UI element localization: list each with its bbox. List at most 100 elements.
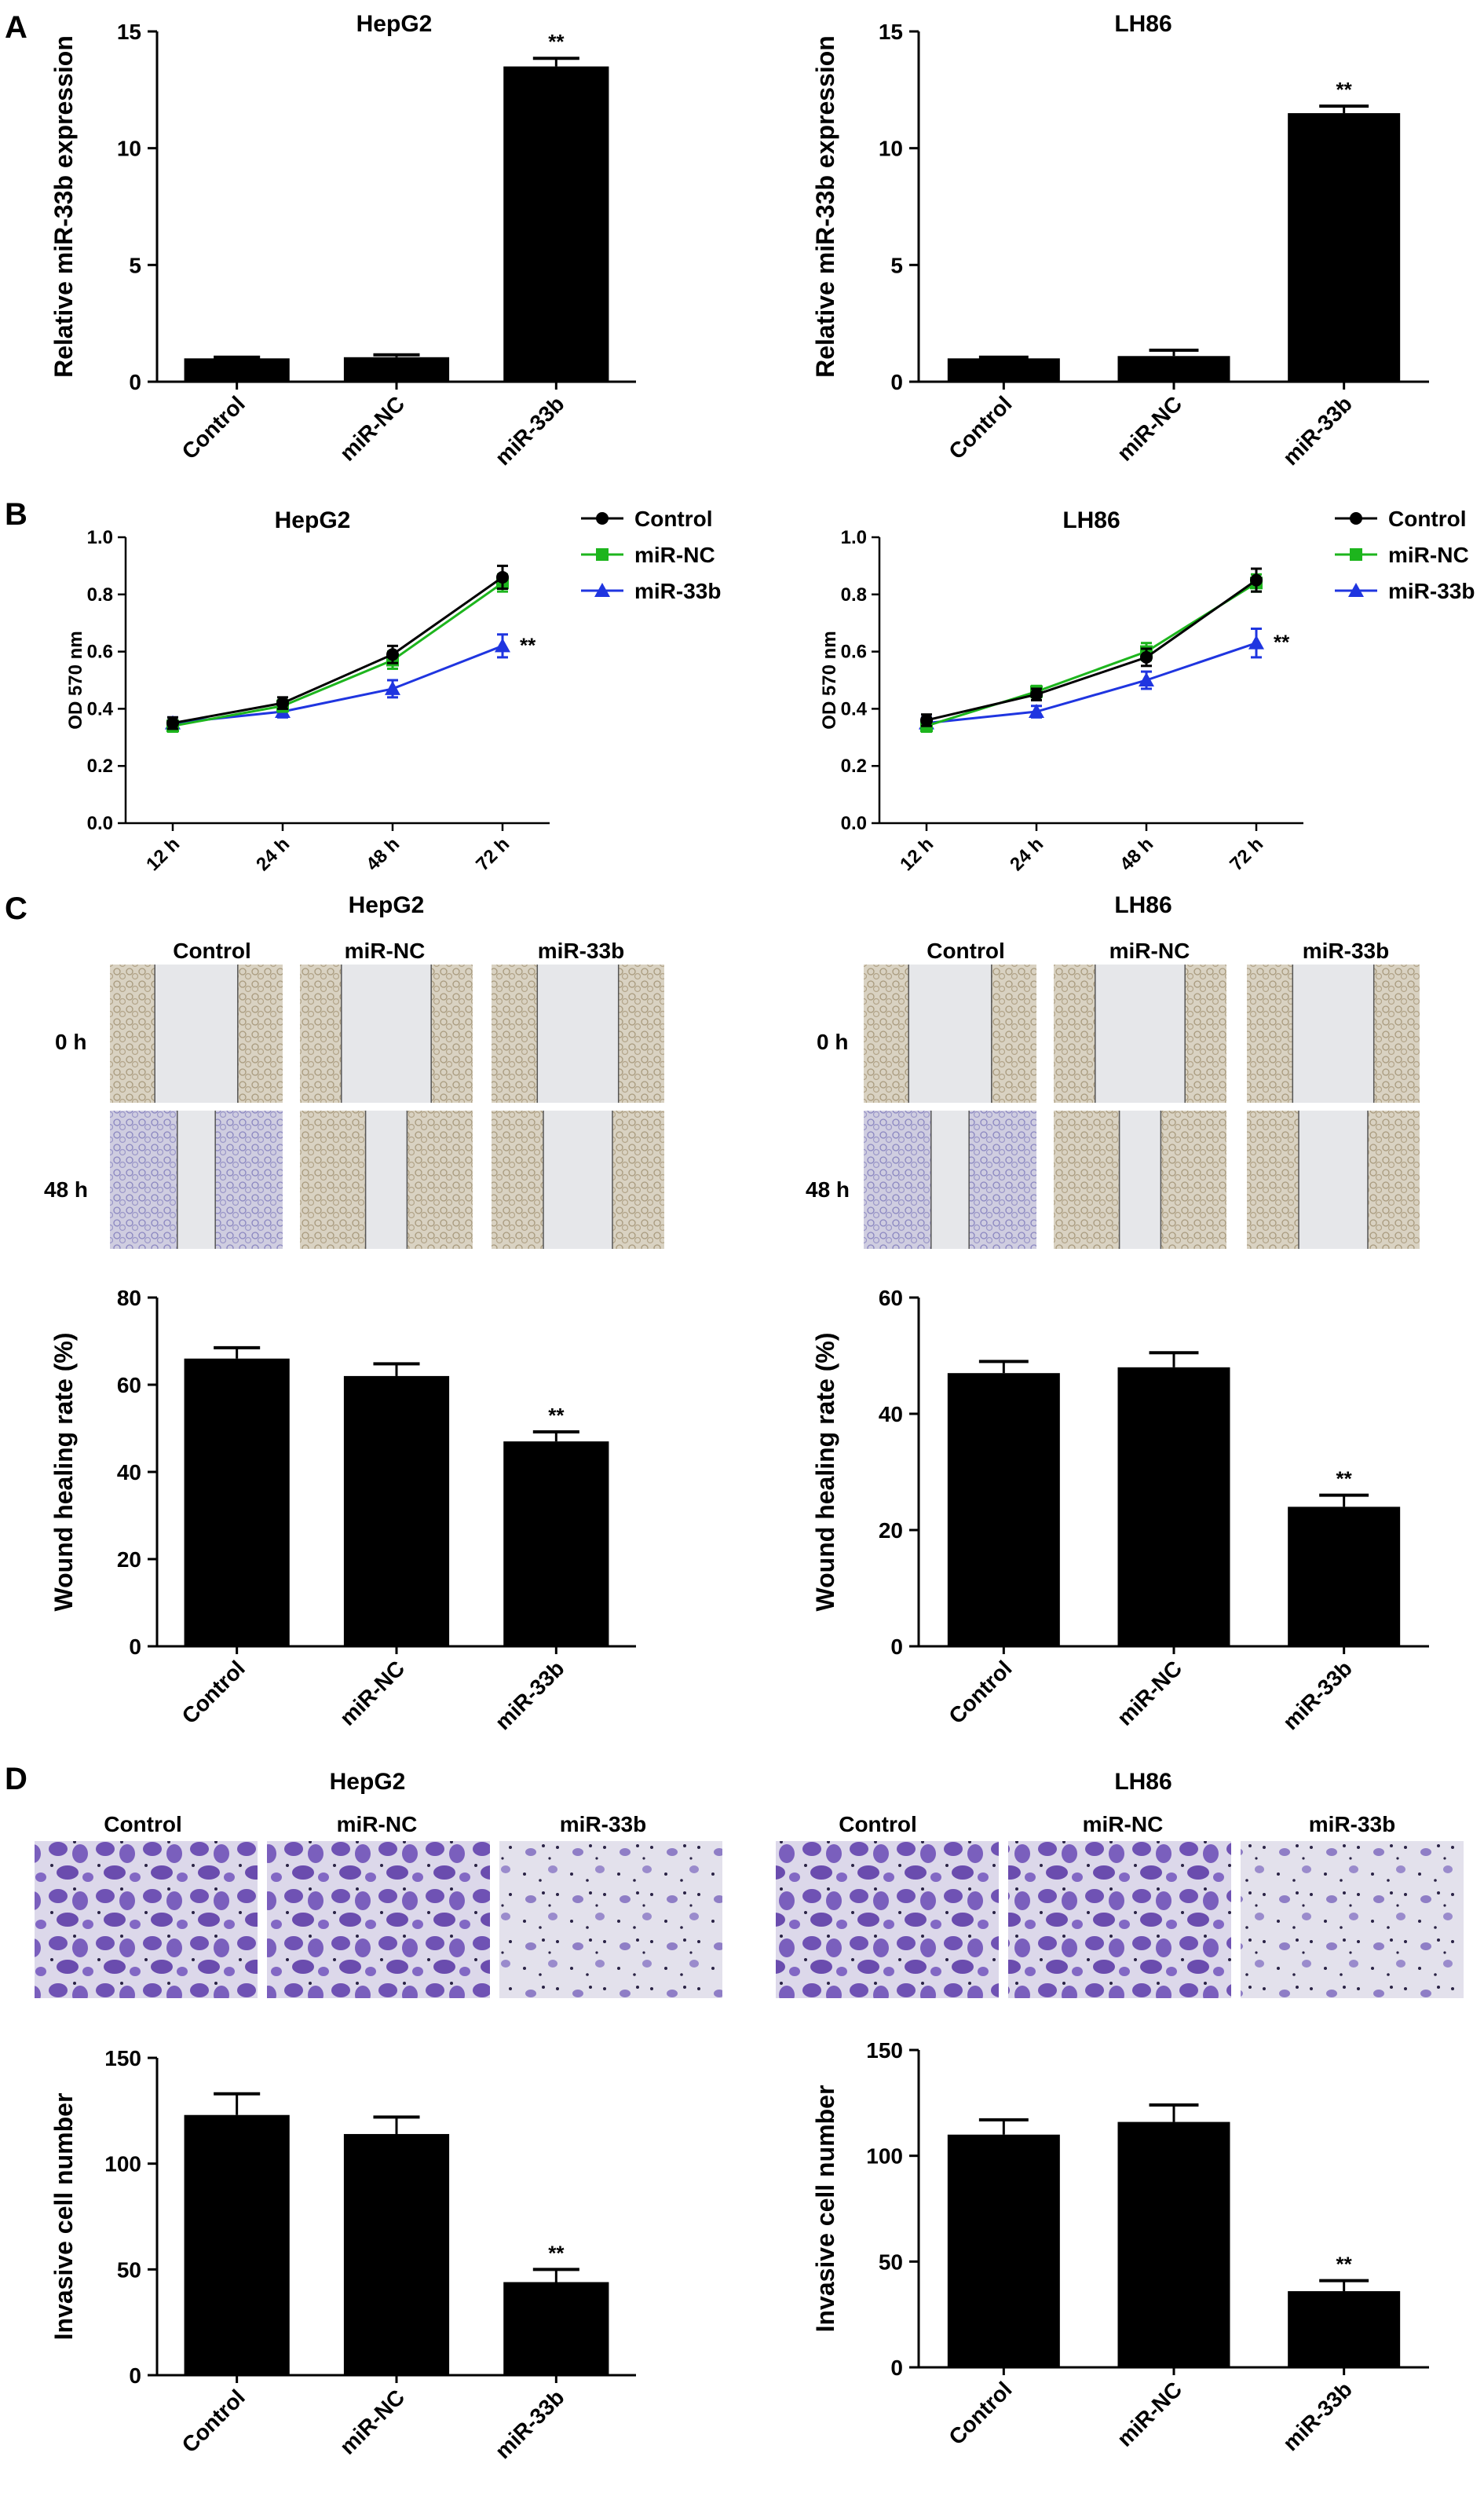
y-tick-label: 150 — [104, 2046, 141, 2070]
bar-control — [947, 2134, 1060, 2367]
series-line-mirnc — [172, 582, 503, 727]
wound-image-0h-mir33b — [1247, 965, 1420, 1103]
wound-gap — [177, 1111, 216, 1249]
y-tick-label: 0.6 — [841, 642, 867, 663]
invasion-image-control — [776, 1841, 999, 1998]
x-tick-label: 72 h — [1226, 833, 1267, 875]
wound-gap — [930, 1111, 970, 1249]
significance-marker: ** — [1336, 78, 1353, 101]
legend-marker-control — [1350, 512, 1362, 525]
wound-gap — [543, 1111, 612, 1249]
legend-label-mirnc: miR-NC — [634, 543, 715, 567]
invasion-col-mir33b: miR-33b — [1309, 1812, 1395, 1836]
wound-title-lh86: LH86 — [1114, 892, 1171, 918]
bar-mir33b — [1288, 1506, 1401, 1646]
data-point-control — [276, 697, 289, 710]
invasion-image-mirnc — [1008, 1841, 1231, 1998]
bar-mir33b — [503, 1441, 609, 1646]
y-tick-label: 10 — [879, 137, 903, 161]
wound-image-48h-mirnc — [300, 1111, 473, 1249]
wound-image-0h-mir33b — [492, 965, 664, 1103]
y-tick-label: 80 — [117, 1286, 141, 1310]
x-tick-label: 12 h — [896, 833, 938, 875]
y-tick-label: 40 — [879, 1402, 903, 1426]
wound-col-control: Control — [927, 939, 1005, 963]
y-tick-label: 100 — [104, 2152, 141, 2176]
significance-marker: ** — [548, 30, 565, 53]
wound-row-0h: 0 h — [55, 1030, 86, 1054]
y-axis-label: OD 570 nm — [65, 631, 86, 729]
chart-a-hepg2: HepG2 0 5 10 15 Relative miR-33b expression Co… — [49, 11, 636, 470]
data-point-control — [1140, 650, 1153, 664]
series-line-control — [926, 579, 1257, 722]
x-tick-label: 72 h — [472, 833, 514, 875]
y-tick-label: 0.2 — [841, 756, 867, 777]
significance-marker: ** — [520, 633, 536, 657]
panel-label-d: D — [5, 1762, 27, 1796]
wound-row-48h: 48 h — [806, 1177, 850, 1202]
significance-marker: ** — [548, 2241, 565, 2264]
wound-gap — [537, 965, 619, 1103]
y-axis-label: Relative miR-33b expression — [49, 35, 78, 378]
legend-marker-mir33b — [1348, 583, 1364, 597]
legend-marker-mir33b — [594, 583, 610, 597]
y-tick-label: 0 — [890, 1635, 903, 1659]
data-point-control — [386, 648, 399, 661]
chart-d-hepg2: 0 50 100 150 Invasive cell number Control miR-… — [49, 2046, 636, 2463]
chart-c-lh86: 0 20 40 60 Wound healing rate (%) Control miR-… — [811, 1286, 1429, 1734]
wound-gap — [1119, 1111, 1161, 1249]
legend-label-control: Control — [634, 507, 713, 531]
series-line-mir33b — [172, 644, 503, 725]
y-tick-label: 0 — [129, 370, 141, 394]
data-point-mir33b — [1248, 635, 1264, 650]
legend-marker-mirnc — [1350, 548, 1362, 561]
x-tick-label: Control — [177, 391, 250, 463]
invasion-col-mir33b: miR-33b — [560, 1812, 646, 1836]
bar-control — [184, 1358, 290, 1646]
invasion-image-mirnc — [267, 1841, 490, 1998]
invasion-col-control: Control — [104, 1812, 182, 1836]
wound-gap — [365, 1111, 408, 1249]
bar-mirnc — [1117, 356, 1230, 382]
y-tick-label: 10 — [117, 137, 141, 161]
bar-mir33b — [1288, 2291, 1401, 2367]
significance-marker: ** — [548, 1404, 565, 1427]
bar-mir33b — [503, 66, 609, 382]
y-tick-label: 1.0 — [841, 527, 867, 548]
x-tick-label: 12 h — [142, 833, 184, 875]
panel-label-c: C — [5, 891, 27, 926]
x-tick-label: miR-33b — [491, 2385, 569, 2463]
y-axis-label: Wound healing rate (%) — [811, 1333, 839, 1612]
wound-gap — [1299, 1111, 1368, 1249]
y-tick-label: 0 — [129, 2363, 141, 2388]
wound-image-0h-control — [864, 965, 1036, 1103]
series-line-mirnc — [926, 581, 1257, 727]
panel-label-a: A — [5, 10, 27, 45]
legend-label-mirnc: miR-NC — [1388, 543, 1469, 567]
data-point-control — [920, 713, 933, 727]
y-tick-label: 0.0 — [87, 813, 113, 834]
data-point-control — [166, 716, 179, 730]
wound-image-48h-mir33b — [1247, 1111, 1420, 1249]
invasion-title-hepg2: HepG2 — [330, 1769, 406, 1795]
wound-gap — [155, 965, 238, 1103]
chart-d-lh86: 0 50 100 150 Invasive cell number Control miR-… — [811, 2038, 1429, 2455]
invasion-image-mir33b — [499, 1841, 722, 1998]
bar-mirnc — [343, 357, 450, 382]
data-point-control — [1250, 573, 1263, 587]
wound-title-hepg2: HepG2 — [349, 892, 425, 918]
bar-control — [947, 358, 1060, 382]
bar-control — [184, 358, 290, 382]
wound-image-0h-mirnc — [1054, 965, 1226, 1103]
wound-row-0h: 0 h — [817, 1030, 848, 1054]
y-axis-label: OD 570 nm — [819, 631, 840, 729]
y-tick-label: 0 — [890, 2356, 903, 2380]
legend-label-mir33b: miR-33b — [1388, 579, 1475, 603]
wound-images-lh86: LH86 Control miR-NC miR-33b 0 h 48 h — [806, 892, 1420, 1249]
invasion-title-lh86: LH86 — [1114, 1769, 1171, 1795]
y-tick-label: 15 — [879, 20, 903, 44]
y-tick-label: 50 — [117, 2257, 141, 2282]
y-tick-label: 0.4 — [841, 698, 868, 719]
wound-image-0h-control — [110, 965, 283, 1103]
